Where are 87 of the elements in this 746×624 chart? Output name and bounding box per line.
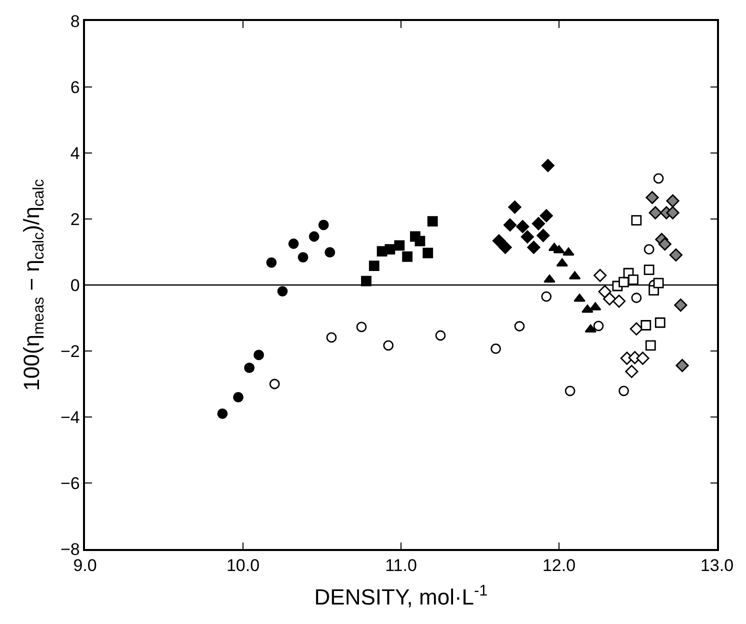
y-tick-label: −2: [60, 342, 80, 361]
point: [383, 340, 394, 351]
point: [422, 248, 434, 258]
point: [326, 332, 337, 343]
point: [644, 244, 654, 255]
point: [574, 294, 586, 302]
point: [593, 320, 604, 332]
point: [394, 240, 405, 251]
point: [503, 218, 517, 232]
y-tick-label: −8: [60, 540, 80, 559]
y-tick-label: 2: [70, 210, 80, 229]
y-tick-label: −6: [60, 474, 80, 493]
point: [435, 330, 446, 341]
point: [492, 234, 506, 248]
point: [630, 322, 643, 336]
point: [582, 304, 594, 313]
x-tick-label: 12.0: [542, 556, 576, 576]
point: [541, 158, 554, 172]
point: [666, 206, 680, 220]
x-axis-title: DENSITY, mol·L$^{-1}$: [314, 582, 488, 610]
point: [594, 268, 607, 282]
point: [562, 247, 574, 256]
point: [564, 386, 576, 396]
point: [490, 343, 501, 354]
point: [636, 352, 650, 365]
point: [402, 251, 413, 262]
point: [540, 209, 553, 222]
point: [644, 264, 654, 276]
point: [625, 364, 638, 378]
point: [631, 292, 642, 304]
y-tick-label: 0: [70, 276, 80, 295]
point: [544, 274, 556, 283]
point: [640, 320, 652, 330]
point: [298, 252, 308, 262]
point: [674, 298, 688, 312]
y-tick-label: 8: [70, 12, 80, 31]
point: [653, 173, 664, 184]
point: [653, 278, 664, 288]
point: [541, 291, 552, 302]
point: [520, 230, 534, 244]
point: [532, 217, 546, 230]
point: [368, 260, 380, 272]
x-tick-label: 10.0: [226, 556, 260, 576]
point: [648, 206, 662, 220]
point: [669, 248, 682, 262]
point: [676, 358, 689, 372]
point: [631, 215, 642, 226]
point: [233, 392, 244, 402]
point: [266, 257, 277, 268]
point: [508, 200, 522, 214]
point: [516, 220, 530, 234]
point: [254, 350, 264, 360]
point: [361, 276, 372, 286]
point: [628, 274, 638, 285]
y-tick-label: 6: [70, 78, 80, 97]
point: [603, 292, 616, 306]
point: [244, 362, 255, 374]
point: [318, 220, 329, 230]
point: [498, 240, 512, 254]
point: [356, 322, 367, 332]
point: [584, 324, 596, 332]
point: [536, 228, 550, 242]
point: [598, 285, 612, 298]
y-tick-label: 4: [70, 144, 80, 163]
point: [645, 340, 656, 351]
point: [217, 408, 228, 419]
point: [514, 321, 525, 332]
point: [658, 238, 672, 251]
point: [618, 386, 629, 396]
point: [269, 378, 280, 390]
point: [324, 247, 336, 258]
point: [646, 191, 659, 204]
x-tick-label: 9.0: [73, 556, 97, 576]
point: [308, 231, 320, 242]
point: [666, 194, 680, 208]
x-tick-label: 11.0: [385, 556, 417, 576]
point: [612, 294, 626, 308]
y-tick-label: −4: [60, 408, 80, 427]
point: [288, 238, 299, 249]
point: [654, 317, 666, 328]
point: [414, 236, 426, 246]
point: [277, 286, 288, 296]
point: [427, 216, 438, 227]
point: [553, 245, 565, 254]
point: [384, 244, 396, 255]
x-tick-label: 13.0: [700, 556, 734, 576]
point: [527, 240, 540, 254]
